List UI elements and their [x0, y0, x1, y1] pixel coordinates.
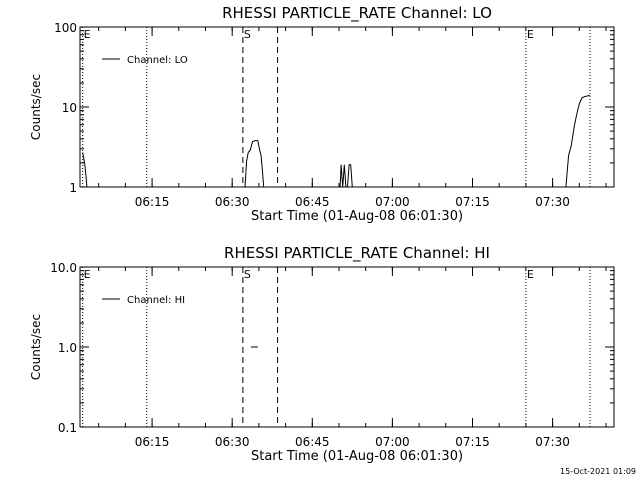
chart-panel-2: RHESSI PARTICLE_RATE Channel: HI Start Ti… [29, 244, 615, 464]
chart-title: RHESSI PARTICLE_RATE Channel: HI [224, 244, 490, 263]
plot-frame [79, 26, 615, 188]
legend-entry: Channel: LO [127, 55, 188, 66]
y-tick-label: 1.0 [58, 341, 77, 355]
event-marker-label: S [244, 28, 251, 41]
event-marker-label: E [527, 268, 534, 281]
generation-timestamp: 15-Oct-2021 01:09 [560, 467, 636, 476]
plot-frame [79, 266, 615, 428]
y-tick-label: 0.1 [58, 421, 77, 435]
data-series-segment [244, 140, 265, 188]
x-axis-label: Start Time (01-Aug-08 06:01:30) [251, 209, 463, 224]
x-axis-label: Start Time (01-Aug-08 06:01:30) [251, 449, 463, 464]
data-series-segment [82, 152, 88, 188]
data-series-segment [565, 94, 591, 188]
legend-entry: Channel: HI [127, 295, 185, 306]
event-marker-label: S [244, 268, 251, 281]
data-series-segment [339, 164, 353, 188]
x-tick-label: 06:15 [135, 195, 170, 209]
x-tick-label: 06:30 [215, 435, 250, 449]
chart-panel-1: RHESSI PARTICLE_RATE Channel: LO Start Ti… [29, 4, 615, 224]
y-tick-label: 10.0 [50, 261, 77, 275]
event-marker-label: E [527, 28, 534, 41]
x-tick-label: 07:15 [455, 435, 490, 449]
event-marker-label: E [84, 268, 91, 281]
x-tick-label: 06:15 [135, 435, 170, 449]
y-axis-label: Counts/sec [29, 74, 43, 140]
y-axis-label: Counts/sec [29, 314, 43, 380]
y-tick-label: 100 [54, 21, 77, 35]
x-tick-label: 06:30 [215, 195, 250, 209]
y-tick-label: 1 [69, 181, 77, 195]
x-tick-label: 07:00 [375, 435, 410, 449]
x-tick-label: 07:15 [455, 195, 490, 209]
x-tick-label: 06:45 [295, 195, 330, 209]
x-tick-label: 07:30 [535, 435, 570, 449]
y-tick-label: 10 [62, 101, 77, 115]
x-tick-label: 07:30 [535, 195, 570, 209]
event-marker-label: E [84, 28, 91, 41]
x-tick-label: 07:00 [375, 195, 410, 209]
chart-title: RHESSI PARTICLE_RATE Channel: LO [222, 4, 492, 23]
x-tick-label: 06:45 [295, 435, 330, 449]
